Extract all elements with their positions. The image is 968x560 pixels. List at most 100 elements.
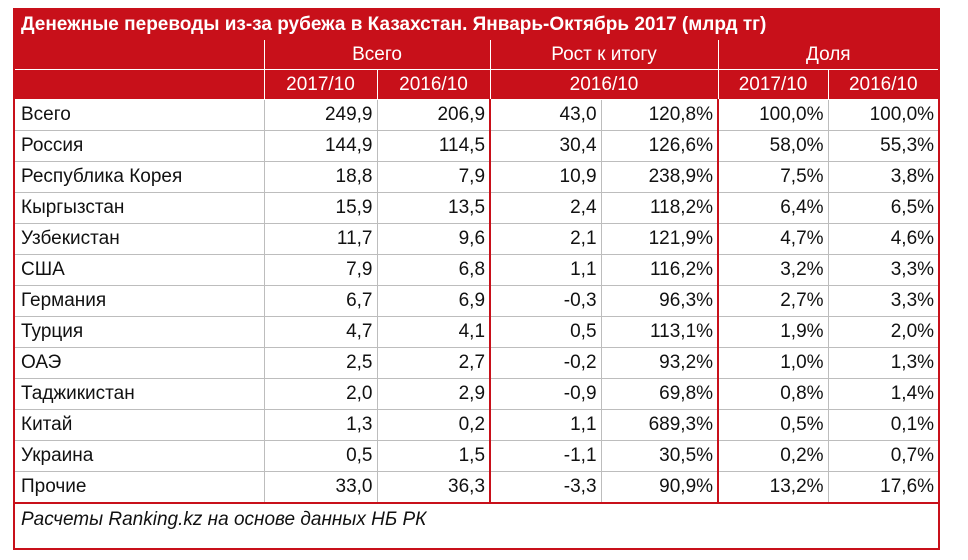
- growth-absolute-cell: 30,4: [490, 130, 602, 162]
- growth-percent-cell: 120,8%: [601, 99, 720, 131]
- growth-percent-cell: 118,2%: [601, 192, 720, 224]
- country-name-cell: Турция: [15, 316, 265, 348]
- growth-percent-cell: 238,9%: [601, 161, 720, 193]
- value-2016-cell: 9,6: [377, 223, 492, 255]
- country-name-cell: Кыргызстан: [15, 192, 265, 224]
- header-period-row: 2017/10 2016/10 2016/10 2017/10 2016/10: [15, 69, 939, 100]
- header-blank: [15, 40, 264, 70]
- share-2016-cell: 6,5%: [828, 192, 939, 224]
- growth-percent-cell: 689,3%: [601, 409, 720, 441]
- country-name-cell: ОАЭ: [15, 347, 265, 379]
- share-2017-cell: 0,8%: [718, 378, 829, 410]
- country-name-cell: Россия: [15, 130, 265, 162]
- growth-percent-cell: 113,1%: [601, 316, 720, 348]
- share-2017-cell: 1,0%: [718, 347, 829, 379]
- table-row: Украина 0,5 1,5 -1,1 30,5% 0,2% 0,7%: [15, 440, 939, 472]
- share-2017-cell: 2,7%: [718, 285, 829, 317]
- share-2017-cell: 0,5%: [718, 409, 829, 441]
- growth-percent-cell: 121,9%: [601, 223, 720, 255]
- country-name-cell: Украина: [15, 440, 265, 472]
- value-2017-cell: 144,9: [264, 130, 378, 162]
- value-2017-cell: 4,7: [264, 316, 378, 348]
- header-blank-2: [15, 69, 264, 100]
- share-2017-cell: 100,0%: [718, 99, 829, 131]
- share-2016-cell: 1,4%: [828, 378, 939, 410]
- value-2016-cell: 6,9: [377, 285, 492, 317]
- value-2017-cell: 0,5: [264, 440, 378, 472]
- header-total-2017: 2017/10: [263, 69, 377, 100]
- header-growth-2016: 2016/10: [489, 69, 719, 100]
- table-row: Китай 1,3 0,2 1,1 689,3% 0,5% 0,1%: [15, 409, 939, 441]
- value-2017-cell: 33,0: [264, 471, 378, 504]
- table-row: Таджикистан 2,0 2,9 -0,9 69,8% 0,8% 1,4%: [15, 378, 939, 410]
- table-row: Кыргызстан 15,9 13,5 2,4 118,2% 6,4% 6,5%: [15, 192, 939, 224]
- share-2017-cell: 13,2%: [718, 471, 829, 504]
- source-note: Расчеты Ranking.kz на основе данных НБ Р…: [21, 509, 427, 530]
- value-2017-cell: 2,5: [264, 347, 378, 379]
- growth-absolute-cell: -0,9: [490, 378, 602, 410]
- value-2016-cell: 13,5: [377, 192, 492, 224]
- value-2017-cell: 7,9: [264, 254, 378, 286]
- table-body: Всего 249,9 206,9 43,0 120,8% 100,0% 100,0% Рос…: [15, 99, 939, 504]
- growth-absolute-cell: -0,3: [490, 285, 602, 317]
- header-group-share: Доля: [717, 40, 939, 70]
- value-2016-cell: 0,2: [377, 409, 492, 441]
- growth-percent-cell: 126,6%: [601, 130, 720, 162]
- value-2016-cell: 2,7: [377, 347, 492, 379]
- share-2016-cell: 4,6%: [828, 223, 939, 255]
- table-row: Всего 249,9 206,9 43,0 120,8% 100,0% 100,0%: [15, 99, 939, 131]
- table-row: Турция 4,7 4,1 0,5 113,1% 1,9% 2,0%: [15, 316, 939, 348]
- header-share-2017: 2017/10: [717, 69, 829, 100]
- share-2016-cell: 3,3%: [828, 285, 939, 317]
- share-2016-cell: 0,7%: [828, 440, 939, 472]
- growth-absolute-cell: 0,5: [490, 316, 602, 348]
- country-name-cell: Прочие: [15, 471, 265, 504]
- growth-absolute-cell: -1,1: [490, 440, 602, 472]
- share-2017-cell: 6,4%: [718, 192, 829, 224]
- value-2016-cell: 2,9: [377, 378, 492, 410]
- country-name-cell: Республика Корея: [15, 161, 265, 193]
- growth-percent-cell: 93,2%: [601, 347, 720, 379]
- growth-absolute-cell: -3,3: [490, 471, 602, 504]
- country-name-cell: Узбекистан: [15, 223, 265, 255]
- value-2017-cell: 6,7: [264, 285, 378, 317]
- remittance-table: Всего Рост к итогу Доля 2017/10 2016/10 …: [15, 40, 939, 504]
- share-2016-cell: 3,8%: [828, 161, 939, 193]
- value-2016-cell: 36,3: [377, 471, 492, 504]
- share-2017-cell: 7,5%: [718, 161, 829, 193]
- growth-absolute-cell: 2,1: [490, 223, 602, 255]
- value-2016-cell: 114,5: [377, 130, 492, 162]
- value-2017-cell: 1,3: [264, 409, 378, 441]
- value-2017-cell: 11,7: [264, 223, 378, 255]
- table-row: Республика Корея 18,8 7,9 10,9 238,9% 7,5% 3,8…: [15, 161, 939, 193]
- value-2016-cell: 6,8: [377, 254, 492, 286]
- growth-percent-cell: 90,9%: [601, 471, 720, 504]
- country-name-cell: США: [15, 254, 265, 286]
- value-2016-cell: 206,9: [377, 99, 492, 131]
- table-row: Германия 6,7 6,9 -0,3 96,3% 2,7% 3,3%: [15, 285, 939, 317]
- growth-percent-cell: 96,3%: [601, 285, 720, 317]
- growth-absolute-cell: 1,1: [490, 254, 602, 286]
- value-2017-cell: 249,9: [264, 99, 378, 131]
- share-2017-cell: 1,9%: [718, 316, 829, 348]
- growth-absolute-cell: 43,0: [490, 99, 602, 131]
- growth-absolute-cell: 10,9: [490, 161, 602, 193]
- share-2016-cell: 2,0%: [828, 316, 939, 348]
- share-2017-cell: 58,0%: [718, 130, 829, 162]
- header-group-total: Всего: [263, 40, 491, 70]
- country-name-cell: Китай: [15, 409, 265, 441]
- growth-absolute-cell: 2,4: [490, 192, 602, 224]
- header-group-row: Всего Рост к итогу Доля: [15, 40, 939, 70]
- header-total-2016: 2016/10: [376, 69, 491, 100]
- header-share-2016: 2016/10: [827, 69, 939, 100]
- table-row: Россия 144,9 114,5 30,4 126,6% 58,0% 55,3%: [15, 130, 939, 162]
- growth-percent-cell: 116,2%: [601, 254, 720, 286]
- table-row: ОАЭ 2,5 2,7 -0,2 93,2% 1,0% 1,3%: [15, 347, 939, 379]
- country-name-cell: Германия: [15, 285, 265, 317]
- value-2016-cell: 4,1: [377, 316, 492, 348]
- growth-percent-cell: 69,8%: [601, 378, 720, 410]
- table-frame: Денежные переводы из-за рубежа в Казахст…: [13, 8, 940, 550]
- share-2016-cell: 100,0%: [828, 99, 939, 131]
- value-2017-cell: 2,0: [264, 378, 378, 410]
- country-name-cell: Всего: [15, 99, 265, 131]
